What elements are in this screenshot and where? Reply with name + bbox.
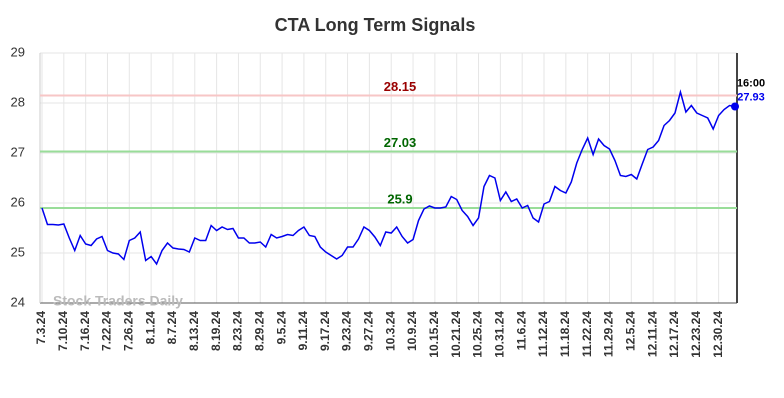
y-tick-label: 26 bbox=[11, 194, 25, 209]
x-tick-label: 12.23.24 bbox=[689, 311, 703, 358]
x-tick-label: 8.19.24 bbox=[209, 311, 223, 351]
y-tick-label: 27 bbox=[11, 144, 25, 159]
series-line bbox=[41, 89, 736, 266]
y-tick-label: 28 bbox=[11, 94, 25, 109]
x-tick-label: 12.5.24 bbox=[623, 311, 637, 351]
x-tick-label: 8.7.24 bbox=[165, 311, 179, 345]
x-tick-label: 7.3.24 bbox=[34, 311, 48, 345]
watermark: Stock Traders Daily bbox=[53, 293, 183, 309]
x-tick-label: 10.31.24 bbox=[493, 311, 507, 358]
last-value-label: 27.93 bbox=[737, 91, 765, 103]
y-tick-label: 29 bbox=[11, 44, 25, 59]
x-tick-label: 12.11.24 bbox=[645, 311, 659, 357]
x-tick-label: 8.29.24 bbox=[252, 311, 266, 351]
x-tick-label: 11.29.24 bbox=[602, 311, 616, 357]
x-tick-label: 9.27.24 bbox=[362, 311, 376, 351]
chart-title: CTA Long Term Signals bbox=[275, 15, 476, 35]
x-tick-label: 9.23.24 bbox=[340, 311, 354, 351]
x-tick-label: 12.30.24 bbox=[711, 311, 725, 358]
x-tick-label: 11.6.24 bbox=[514, 311, 528, 351]
x-tick-label: 10.21.24 bbox=[449, 311, 463, 358]
reference-label: 27.03 bbox=[384, 135, 417, 150]
x-tick-label: 10.15.24 bbox=[427, 311, 441, 358]
reference-label: 25.9 bbox=[387, 191, 412, 206]
x-tick-label: 11.12.24 bbox=[536, 311, 550, 357]
x-tick-label: 8.1.24 bbox=[143, 311, 157, 345]
x-tick-label: 12.17.24 bbox=[667, 311, 681, 358]
y-tick-label: 25 bbox=[11, 244, 25, 259]
y-tick-label: 24 bbox=[11, 294, 25, 309]
x-tick-label: 8.13.24 bbox=[187, 311, 201, 351]
x-tick-label: 7.10.24 bbox=[56, 311, 70, 351]
x-tick-label: 10.25.24 bbox=[471, 311, 485, 358]
x-tick-label: 7.22.24 bbox=[100, 311, 114, 351]
x-tick-label: 7.16.24 bbox=[78, 311, 92, 351]
x-tick-label: 8.23.24 bbox=[231, 311, 245, 351]
x-tick-label: 9.11.24 bbox=[296, 311, 310, 351]
reference-label: 28.15 bbox=[384, 79, 417, 94]
last-point bbox=[731, 102, 739, 111]
x-tick-label: 9.5.24 bbox=[274, 311, 288, 345]
x-tick-label: 10.3.24 bbox=[383, 311, 397, 351]
x-tick-label: 11.18.24 bbox=[558, 311, 572, 357]
x-tick-label: 9.17.24 bbox=[318, 311, 332, 351]
x-tick-label: 11.22.24 bbox=[580, 311, 594, 357]
x-tick-label: 7.26.24 bbox=[121, 311, 135, 351]
x-tick-label: 10.9.24 bbox=[405, 311, 419, 351]
last-time-label: 16:00 bbox=[737, 77, 765, 89]
